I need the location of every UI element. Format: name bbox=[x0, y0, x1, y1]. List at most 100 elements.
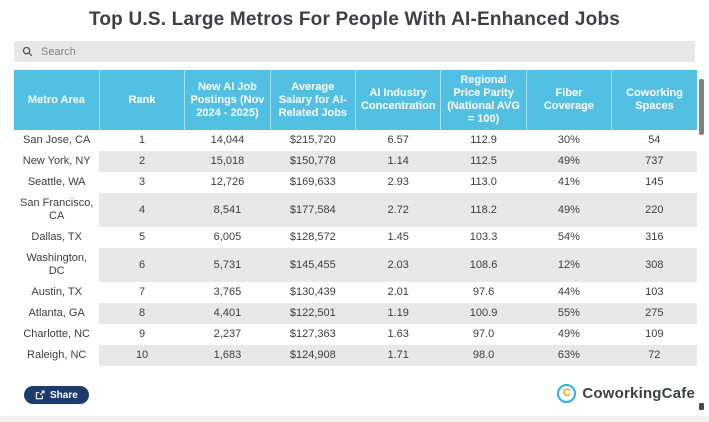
table-cell: 15,018 bbox=[184, 151, 271, 172]
table-cell: 14,044 bbox=[184, 130, 271, 151]
table-cell: 4,401 bbox=[184, 303, 271, 324]
table-cell: 316 bbox=[611, 227, 697, 248]
table-cell: 1.45 bbox=[355, 227, 441, 248]
table-cell: 145 bbox=[611, 172, 697, 193]
column-header: Fiber Coverage bbox=[525, 70, 612, 130]
table-cell: 1,683 bbox=[184, 345, 271, 366]
column-header: Metro Area bbox=[14, 70, 100, 130]
table-cell: 97.6 bbox=[440, 282, 527, 303]
column-header: AI Industry Concentration bbox=[354, 70, 441, 130]
table-row: Dallas, TX 5 6,005 $128,572 1.45 103.3 54% 316 bbox=[14, 227, 697, 248]
table-cell: 54% bbox=[526, 227, 612, 248]
table-cell: $177,584 bbox=[270, 193, 356, 227]
metro-cell: Washington, DC bbox=[14, 248, 100, 282]
table-header-row: Metro Area Rank New AI Job Postings (Nov 2… bbox=[14, 70, 697, 130]
table-cell: 1 bbox=[99, 130, 185, 151]
table-cell: 8,541 bbox=[184, 193, 271, 227]
table-row: Atlanta, GA 8 4,401 $122,501 1.19 100.9 55% 275 bbox=[14, 303, 697, 324]
table-cell: $127,363 bbox=[270, 324, 356, 345]
table-row: New York, NY 2 15,018 $150,778 1.14 112.5 49% 7… bbox=[14, 151, 697, 172]
table-cell: 7 bbox=[99, 282, 185, 303]
table-cell: 1.71 bbox=[355, 345, 441, 366]
column-header: New AI Job Postings (Nov 2024 - 2025) bbox=[184, 70, 271, 130]
horizontal-scrollbar-track[interactable] bbox=[0, 416, 709, 422]
table-cell: 220 bbox=[611, 193, 697, 227]
table-row: Austin, TX 7 3,765 $130,439 2.01 97.6 44% 103 bbox=[14, 282, 697, 303]
table-cell: 103 bbox=[611, 282, 697, 303]
table-cell: 49% bbox=[526, 151, 612, 172]
column-header: Average Salary for AI-Related Jobs bbox=[269, 70, 356, 130]
table-cell: $124,908 bbox=[270, 345, 356, 366]
table-cell: 3,765 bbox=[184, 282, 271, 303]
table-cell: 737 bbox=[611, 151, 697, 172]
table-cell: 6.57 bbox=[355, 130, 441, 151]
table-cell: 3 bbox=[99, 172, 185, 193]
share-icon bbox=[35, 390, 45, 400]
metro-cell: Dallas, TX bbox=[14, 227, 100, 248]
table-cell: 112.5 bbox=[440, 151, 527, 172]
table-row: Raleigh, NC 10 1,683 $124,908 1.71 98.0 63% 72 bbox=[14, 345, 697, 366]
table-cell: 100.9 bbox=[440, 303, 527, 324]
table-cell: 308 bbox=[611, 248, 697, 282]
coworkingcafe-logo-icon: C bbox=[557, 384, 577, 403]
column-header: Regional Price Parity (National AVG = 10… bbox=[440, 70, 527, 130]
table-cell: 5 bbox=[99, 227, 185, 248]
vertical-scrollbar-end[interactable] bbox=[699, 403, 704, 410]
table-cell: 2,237 bbox=[184, 324, 271, 345]
metros-table: Metro Area Rank New AI Job Postings (Nov 2… bbox=[14, 70, 697, 366]
table-cell: 2.01 bbox=[355, 282, 441, 303]
table-cell: 2.03 bbox=[355, 248, 441, 282]
metro-cell: New York, NY bbox=[14, 151, 100, 172]
table-cell: $122,501 bbox=[270, 303, 356, 324]
table-cell: 108.6 bbox=[440, 248, 527, 282]
metro-cell: Atlanta, GA bbox=[14, 303, 100, 324]
table-cell: 55% bbox=[526, 303, 612, 324]
table-cell: 6 bbox=[99, 248, 185, 282]
table-cell: 112.9 bbox=[440, 130, 527, 151]
brand-logo[interactable]: C CoworkingCafe bbox=[557, 384, 695, 403]
table-cell: 5,731 bbox=[184, 248, 271, 282]
table-cell: 2.93 bbox=[355, 172, 441, 193]
table-cell: $130,439 bbox=[270, 282, 356, 303]
table-cell: 49% bbox=[526, 193, 612, 227]
table-cell: 113.0 bbox=[440, 172, 527, 193]
table-cell: 2 bbox=[99, 151, 185, 172]
table-cell: 54 bbox=[611, 130, 697, 151]
table-cell: 63% bbox=[526, 345, 612, 366]
metro-cell: San Francisco, CA bbox=[14, 193, 100, 227]
brand-name: CoworkingCafe bbox=[582, 385, 695, 402]
table-cell: 275 bbox=[611, 303, 697, 324]
search-icon bbox=[22, 46, 33, 57]
table-cell: 8 bbox=[99, 303, 185, 324]
table-cell: 6,005 bbox=[184, 227, 271, 248]
metro-cell: Seattle, WA bbox=[14, 172, 100, 193]
table-cell: 4 bbox=[99, 193, 185, 227]
table-cell: 98.0 bbox=[440, 345, 527, 366]
share-button[interactable]: Share bbox=[24, 386, 89, 404]
table-cell: 1.14 bbox=[355, 151, 441, 172]
table-cell: 1.63 bbox=[355, 324, 441, 345]
search-bar[interactable] bbox=[14, 41, 695, 62]
table-cell: 72 bbox=[611, 345, 697, 366]
table-row: San Jose, CA 1 14,044 $215,720 6.57 112.9 30% 5… bbox=[14, 130, 697, 151]
metro-cell: San Jose, CA bbox=[14, 130, 100, 151]
table-cell: 118.2 bbox=[440, 193, 527, 227]
table-cell: 2.72 bbox=[355, 193, 441, 227]
table-cell: $145,455 bbox=[270, 248, 356, 282]
table-cell: $150,778 bbox=[270, 151, 356, 172]
metro-cell: Raleigh, NC bbox=[14, 345, 100, 366]
vertical-scrollbar-thumb[interactable] bbox=[699, 79, 704, 135]
table-cell: 103.3 bbox=[440, 227, 527, 248]
table-cell: $169,633 bbox=[270, 172, 356, 193]
table-row: Charlotte, NC 9 2,237 $127,363 1.63 97.0 49% 10… bbox=[14, 324, 697, 345]
table-cell: 10 bbox=[99, 345, 185, 366]
table-row: Seattle, WA 3 12,726 $169,633 2.93 113.0 41% 14… bbox=[14, 172, 697, 193]
table-cell: 12,726 bbox=[184, 172, 271, 193]
share-label: Share bbox=[50, 389, 78, 401]
table-cell: 30% bbox=[526, 130, 612, 151]
search-input[interactable] bbox=[39, 44, 687, 59]
table-cell: 109 bbox=[611, 324, 697, 345]
table-cell: 9 bbox=[99, 324, 185, 345]
column-header: Coworking Spaces bbox=[611, 70, 697, 130]
page-title: Top U.S. Large Metros For People With AI… bbox=[88, 9, 621, 30]
